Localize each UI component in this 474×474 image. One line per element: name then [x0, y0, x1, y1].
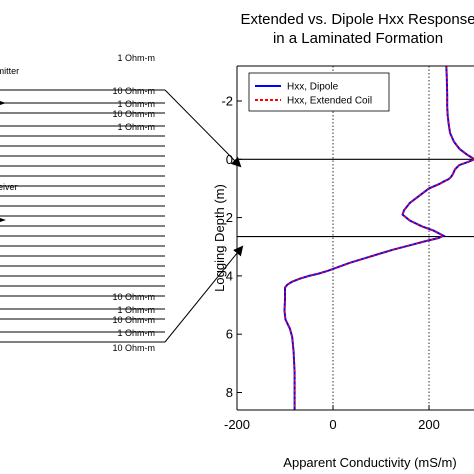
layer-resistivity-label: 1 Ohm-m [117, 305, 155, 315]
layer-resistivity-label: 1 Ohm-m [117, 122, 155, 132]
chart-title-line-2: in a Laminated Formation [273, 30, 443, 47]
x-axis-label: Apparent Conductivity (mS/m) [283, 455, 456, 470]
y-tick-label: -2 [221, 93, 233, 108]
y-ticks: -2 0 2 4 6 8 [221, 93, 242, 400]
connector-arrow-transmitter [164, 89, 242, 168]
series-group [283, 66, 474, 410]
x-tick-label: 200 [418, 417, 440, 432]
y-axis-label: Logging Depth (m) [212, 184, 227, 292]
reference-lines [237, 66, 474, 410]
legend-box [248, 72, 390, 112]
y-tick-label: 0 [226, 152, 233, 167]
x-ticks: -200 0 200 [224, 405, 440, 432]
y-tick-label: 2 [226, 210, 233, 225]
layer-resistivity-label: 10 Ohm-m [112, 109, 155, 119]
formation-schematic: 1 Ohm-m10 Ohm-m1 Ohm-m10 Ohm-m1 Ohm-m10 … [0, 53, 165, 353]
layer-resistivity-label: 1 Ohm-m [117, 328, 155, 338]
layer-resistivity-label: 10 Ohm-m [112, 315, 155, 325]
transmitter-label: Transmitter [0, 66, 19, 76]
chart-title-line-1: Extended vs. Dipole Hxx Response [240, 11, 474, 28]
connector-arrows [164, 89, 244, 343]
layer-resistivity-label: 1 Ohm-m [117, 53, 155, 63]
layer-resistivity-label: 1 Ohm-m [117, 99, 155, 109]
transmitter-dipole-icon [0, 101, 6, 105]
y-tick-label: 4 [226, 268, 233, 283]
legend: Hxx, Dipole Hxx, Extended Coil [248, 72, 390, 112]
receiver-label: Receiver [0, 182, 18, 192]
y-tick-label: 8 [226, 385, 233, 400]
legend-entry-label: Hxx, Extended Coil [287, 96, 372, 107]
x-tick-label: -200 [224, 417, 250, 432]
y-tick-label: 6 [226, 327, 233, 342]
legend-entry-label: Hxx, Dipole [287, 82, 339, 93]
series-line-extended-coil [283, 66, 474, 410]
receiver-dipole-icon [0, 218, 6, 222]
x-tick-label: 0 [329, 417, 336, 432]
layer-resistivity-label: 10 Ohm-m [112, 343, 155, 353]
layer-resistivity-label: 10 Ohm-m [112, 86, 155, 96]
plot-area: -200 0 200 -2 0 2 4 6 8 Hxx, Dipole Hxx, Extende… [221, 65, 474, 432]
layer-resistivity-label: 10 Ohm-m [112, 292, 155, 302]
connector-arrow-receiver [164, 245, 244, 343]
series-line-dipole [283, 66, 474, 410]
